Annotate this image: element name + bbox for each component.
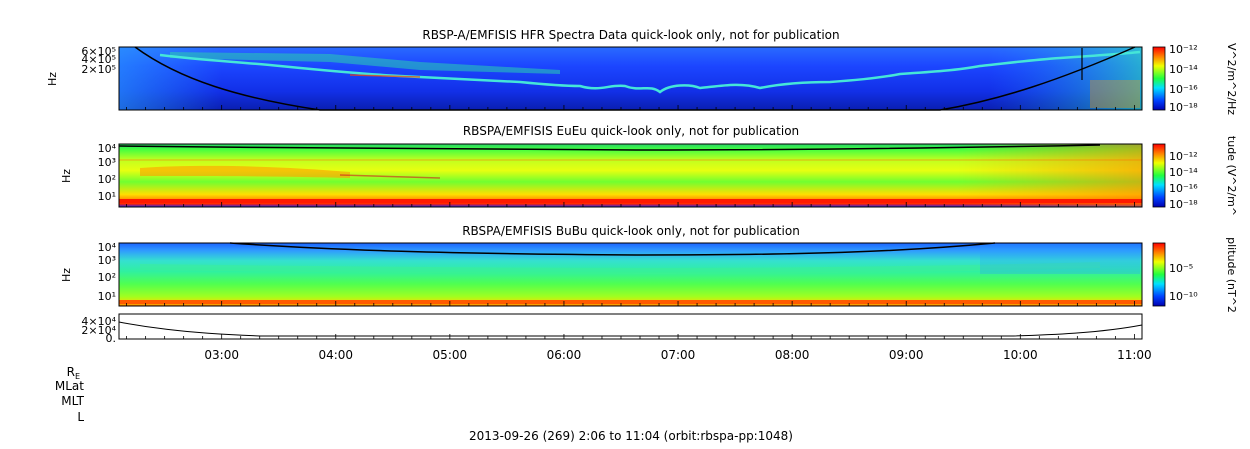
- hfr-cbar-tick-12: 10⁻¹²: [1169, 43, 1198, 56]
- eueu-ytick-1e1: 10¹: [98, 190, 116, 203]
- bubu-cbar-label: plitude (nT^2: [1225, 237, 1238, 313]
- eueu-cbar-tick-12: 10⁻¹²: [1169, 150, 1198, 163]
- hfr-cbar-tick-14: 10⁻¹⁴: [1169, 63, 1198, 76]
- x-tick-label: 03:00: [204, 348, 239, 362]
- eueu-title: RBSPA/EMFISIS EuEu quick-look only, not …: [463, 124, 799, 138]
- x-axis: 03:00 04:00 05:00 06:00 07:00 08:00 09:00 10:00…: [126, 105, 1152, 362]
- eueu-panel: RBSPA/EMFISIS EuEu quick-look only, not …: [60, 124, 1238, 216]
- eueu-ytick-1e4: 10⁴: [98, 142, 117, 155]
- eueu-colorbar: [1152, 143, 1166, 208]
- x-tick-label: 11:00: [1117, 348, 1152, 362]
- bubu-ylabel: Hz: [60, 268, 73, 282]
- line-ytick-0: 0.: [106, 332, 117, 345]
- bubu-cbar-tick-5: 10⁻⁵: [1169, 262, 1193, 275]
- hfr-cbar-tick-16: 10⁻¹⁶: [1169, 83, 1198, 96]
- bubu-colorbar: [1152, 242, 1166, 307]
- x-tick-label: 04:00: [318, 348, 353, 362]
- bubu-cbar-tick-10: 10⁻¹⁰: [1169, 290, 1198, 303]
- line-panel-curve: [118, 321, 1143, 337]
- hfr-cbar-tick-18: 10⁻¹⁸: [1169, 101, 1198, 114]
- eueu-cbar-tick-16: 10⁻¹⁶: [1169, 182, 1198, 195]
- line-panel: 4×10⁴ 2×10⁴ 0. 03:00 04:00 05:00 06:00 07:00…: [81, 105, 1152, 362]
- bubu-ytick-1e4: 10⁴: [98, 241, 117, 254]
- hfr-colorbar: [1152, 46, 1166, 111]
- line-ytick-4e4: 4×10⁴: [81, 315, 116, 328]
- ephemeris-label-r: RE: [67, 365, 80, 381]
- ephemeris-label-mlt: MLT: [61, 394, 84, 408]
- hfr-title: RBSP-A/EMFISIS HFR Spectra Data quick-lo…: [422, 28, 839, 42]
- x-tick-label: 07:00: [661, 348, 696, 362]
- ephemeris-label-mlat: MLat: [55, 379, 84, 393]
- hfr-ytick-4e5: 4×10⁵: [81, 53, 116, 66]
- ephemeris-labels: RE MLat MLT L: [55, 365, 85, 424]
- eueu-cbar-label: tude (V^2/m^: [1225, 136, 1238, 216]
- eueu-cbar-tick-18: 10⁻¹⁸: [1169, 198, 1198, 211]
- eueu-ytick-1e3: 10³: [98, 156, 116, 169]
- eueu-ytick-1e2: 10²: [98, 173, 116, 186]
- x-tick-label: 05:00: [433, 348, 468, 362]
- x-tick-label: 06:00: [547, 348, 582, 362]
- bubu-ytick-1e1: 10¹: [98, 290, 116, 303]
- hfr-ytick-2e5: 2×10⁵: [81, 63, 116, 76]
- bubu-ytick-1e2: 10²: [98, 271, 116, 284]
- eueu-ylabel: Hz: [60, 169, 73, 183]
- x-tick-label: 08:00: [775, 348, 810, 362]
- x-tick-label: 10:00: [1003, 348, 1038, 362]
- x-tick-label: 09:00: [889, 348, 924, 362]
- bubu-panel: RBSPA/EMFISIS BuBu quick-look only, not …: [60, 224, 1238, 313]
- hfr-panel: RBSP-A/EMFISIS HFR Spectra Data quick-lo…: [46, 28, 1238, 115]
- hfr-cbar-label: V^2/m^2/Hz: [1225, 43, 1238, 115]
- line-ytick-2e4: 2×10⁴: [81, 324, 116, 337]
- eueu-cbar-tick-14: 10⁻¹⁴: [1169, 166, 1198, 179]
- bubu-title: RBSPA/EMFISIS BuBu quick-look only, not …: [462, 224, 800, 238]
- hfr-ytick-6e5: 6×10⁵: [81, 45, 116, 58]
- bubu-ytick-1e3: 10³: [98, 254, 116, 267]
- footer-time-range: 2013-09-26 (269) 2:06 to 11:04 (orbit:rb…: [469, 429, 793, 443]
- hfr-ylabel: Hz: [46, 72, 59, 86]
- ephemeris-label-l: L: [77, 410, 84, 424]
